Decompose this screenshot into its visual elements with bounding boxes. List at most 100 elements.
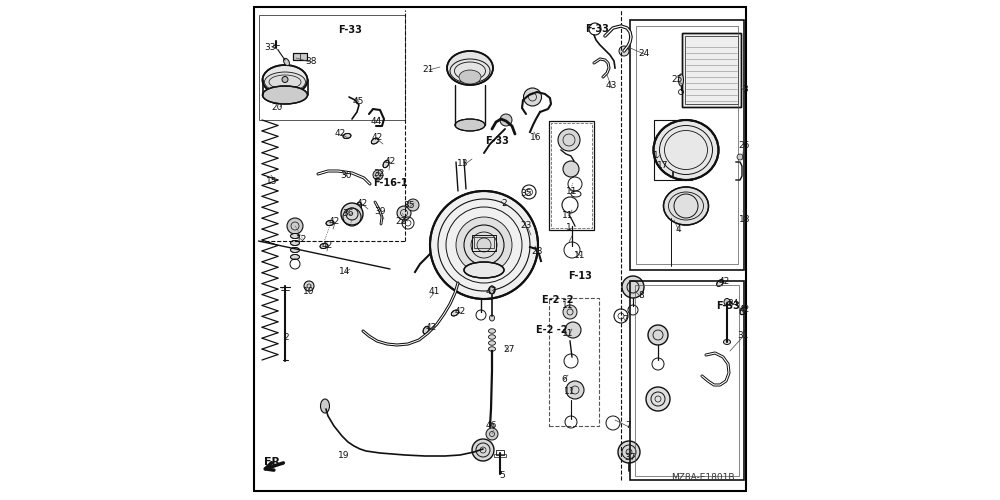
Circle shape xyxy=(622,276,644,298)
Ellipse shape xyxy=(464,262,504,278)
Text: 23: 23 xyxy=(521,222,532,230)
Text: 42: 42 xyxy=(356,198,368,207)
Ellipse shape xyxy=(264,72,306,92)
Text: 27: 27 xyxy=(503,346,515,354)
Text: 28: 28 xyxy=(532,246,543,256)
Text: 1: 1 xyxy=(566,224,572,232)
Text: 37: 37 xyxy=(624,452,636,462)
Text: 2: 2 xyxy=(283,333,289,342)
Text: 20: 20 xyxy=(271,102,283,112)
Text: 16: 16 xyxy=(530,132,542,141)
Ellipse shape xyxy=(489,286,495,294)
Text: 42: 42 xyxy=(718,278,730,286)
Bar xyxy=(636,26,738,264)
Text: 26: 26 xyxy=(738,140,750,149)
Text: 36: 36 xyxy=(342,210,354,218)
Bar xyxy=(474,237,494,248)
Text: 25: 25 xyxy=(672,76,683,84)
Text: 17: 17 xyxy=(657,160,669,170)
Text: 7: 7 xyxy=(622,316,628,324)
Ellipse shape xyxy=(668,145,678,149)
Ellipse shape xyxy=(262,86,308,104)
Ellipse shape xyxy=(447,51,493,85)
Ellipse shape xyxy=(488,335,496,339)
Circle shape xyxy=(667,131,679,143)
Ellipse shape xyxy=(284,58,289,66)
Ellipse shape xyxy=(664,187,708,225)
Bar xyxy=(682,33,741,107)
Ellipse shape xyxy=(717,280,723,286)
Circle shape xyxy=(472,439,494,461)
Circle shape xyxy=(282,76,288,82)
Text: F-13: F-13 xyxy=(568,271,592,281)
Bar xyxy=(654,120,692,180)
Text: E-2 -2: E-2 -2 xyxy=(536,325,568,335)
Ellipse shape xyxy=(343,134,351,138)
Text: 11: 11 xyxy=(574,250,586,260)
Ellipse shape xyxy=(290,234,300,238)
Text: 14: 14 xyxy=(339,268,351,276)
Ellipse shape xyxy=(488,341,496,345)
Text: 34: 34 xyxy=(727,298,739,308)
Circle shape xyxy=(397,206,411,220)
Text: 42: 42 xyxy=(384,156,396,166)
Bar xyxy=(551,123,592,228)
Circle shape xyxy=(563,305,577,319)
Text: 1: 1 xyxy=(653,152,659,160)
Ellipse shape xyxy=(668,165,678,169)
Text: 32: 32 xyxy=(373,170,385,178)
Ellipse shape xyxy=(290,254,300,260)
Text: 22: 22 xyxy=(395,218,407,226)
Circle shape xyxy=(563,161,579,177)
Ellipse shape xyxy=(326,220,334,226)
Text: 11: 11 xyxy=(566,188,578,196)
Bar xyxy=(682,33,741,107)
Circle shape xyxy=(646,387,670,411)
Text: F-33: F-33 xyxy=(585,24,609,34)
Text: 18: 18 xyxy=(739,216,751,224)
Ellipse shape xyxy=(668,152,678,156)
Text: 43: 43 xyxy=(605,82,617,90)
Text: 12: 12 xyxy=(296,236,308,244)
Bar xyxy=(549,298,599,426)
Circle shape xyxy=(304,281,314,291)
Text: 39: 39 xyxy=(374,208,386,216)
Circle shape xyxy=(566,381,584,399)
Text: 42: 42 xyxy=(454,306,466,316)
Circle shape xyxy=(456,217,512,273)
Circle shape xyxy=(737,154,743,160)
Text: 21: 21 xyxy=(422,64,434,74)
Ellipse shape xyxy=(488,329,496,333)
Text: 31: 31 xyxy=(738,330,749,340)
Circle shape xyxy=(618,441,640,463)
Ellipse shape xyxy=(654,120,718,180)
Ellipse shape xyxy=(290,240,300,246)
Text: 7: 7 xyxy=(625,420,631,430)
Text: 42: 42 xyxy=(738,304,750,314)
Bar xyxy=(630,281,744,480)
Text: 15: 15 xyxy=(266,176,278,186)
Text: FR.: FR. xyxy=(264,457,284,467)
Ellipse shape xyxy=(423,326,429,334)
Text: 5: 5 xyxy=(499,472,505,480)
Text: 45: 45 xyxy=(352,97,364,106)
Text: 24: 24 xyxy=(638,48,650,58)
Text: 46: 46 xyxy=(485,420,497,430)
Bar xyxy=(635,285,739,476)
Circle shape xyxy=(565,322,581,338)
Ellipse shape xyxy=(724,298,730,306)
Circle shape xyxy=(407,199,419,211)
Circle shape xyxy=(619,46,629,56)
Bar xyxy=(494,454,506,457)
Circle shape xyxy=(648,325,668,345)
Text: F-33: F-33 xyxy=(338,25,362,35)
Text: 8: 8 xyxy=(638,292,644,300)
Text: 42: 42 xyxy=(371,134,383,142)
Ellipse shape xyxy=(488,347,496,351)
Text: 6: 6 xyxy=(561,374,567,384)
Bar xyxy=(293,53,307,60)
Circle shape xyxy=(373,170,383,180)
Ellipse shape xyxy=(490,423,494,429)
Text: 42: 42 xyxy=(328,218,340,226)
Text: 42: 42 xyxy=(334,130,346,138)
